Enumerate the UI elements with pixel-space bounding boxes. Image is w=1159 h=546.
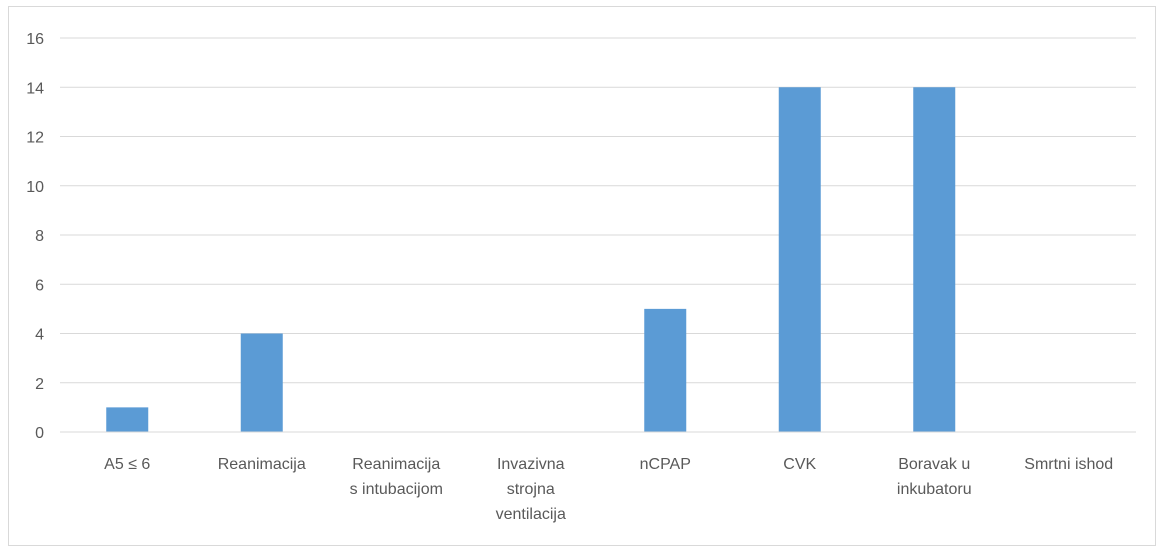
y-axis-ticks: 0 2 4 6 8 10 12 14 16 (26, 31, 44, 442)
y-tick-label: 0 (35, 425, 44, 442)
x-category-label: CVK (783, 456, 816, 473)
y-tick-label: 4 (35, 327, 44, 344)
x-category-label: Boravak u inkubatoru (897, 456, 972, 498)
x-category-label: A5 ≤ 6 (104, 456, 150, 473)
y-tick-label: 8 (35, 228, 44, 245)
bars (106, 87, 956, 432)
y-tick-label: 12 (26, 130, 44, 147)
y-tick-label: 2 (35, 376, 44, 393)
y-tick-label: 14 (26, 80, 44, 97)
x-category-label: Reanimacija (218, 456, 306, 473)
x-category-label: nCPAP (640, 456, 691, 473)
bar (913, 87, 956, 432)
y-tick-label: 6 (35, 277, 44, 294)
x-category-label: Reanimacija s intubacijom (350, 456, 443, 498)
y-tick-label: 16 (26, 31, 44, 48)
bar (106, 407, 149, 432)
x-category-label: Smrtni ishod (1024, 456, 1113, 473)
chart-frame (8, 6, 1156, 546)
x-axis-category-labels: A5 ≤ 6 Reanimacija Reanimacija s intubacijo… (104, 456, 1113, 523)
y-tick-label: 10 (26, 179, 44, 196)
bar (644, 308, 687, 432)
gridlines (60, 37, 1136, 384)
bar (778, 87, 821, 432)
bar (240, 333, 283, 432)
x-category-label: Invazivna strojna ventilacija (496, 456, 566, 523)
